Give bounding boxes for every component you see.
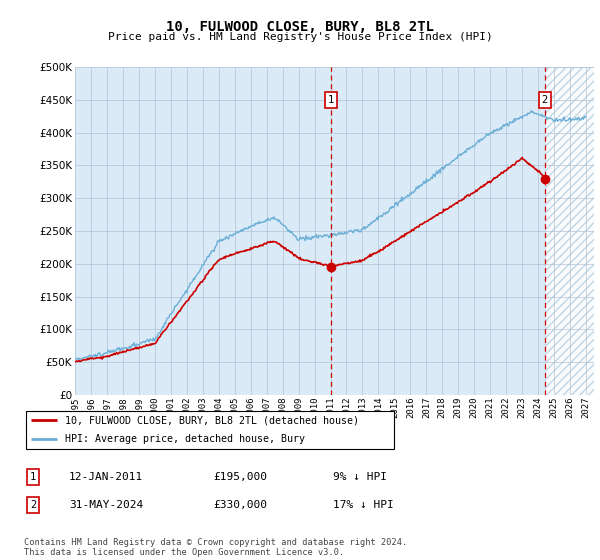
Text: 12-JAN-2011: 12-JAN-2011: [69, 472, 143, 482]
Text: 31-MAY-2024: 31-MAY-2024: [69, 500, 143, 510]
Text: £330,000: £330,000: [213, 500, 267, 510]
Text: £195,000: £195,000: [213, 472, 267, 482]
Text: 1: 1: [30, 472, 36, 482]
Text: 9% ↓ HPI: 9% ↓ HPI: [333, 472, 387, 482]
Text: 10, FULWOOD CLOSE, BURY, BL8 2TL (detached house): 10, FULWOOD CLOSE, BURY, BL8 2TL (detach…: [65, 415, 359, 425]
Text: 2: 2: [30, 500, 36, 510]
Text: 10, FULWOOD CLOSE, BURY, BL8 2TL: 10, FULWOOD CLOSE, BURY, BL8 2TL: [166, 20, 434, 34]
Text: Contains HM Land Registry data © Crown copyright and database right 2024.
This d: Contains HM Land Registry data © Crown c…: [24, 538, 407, 557]
Text: HPI: Average price, detached house, Bury: HPI: Average price, detached house, Bury: [65, 435, 305, 445]
Text: 1: 1: [328, 95, 334, 105]
Text: 17% ↓ HPI: 17% ↓ HPI: [333, 500, 394, 510]
Text: 2: 2: [542, 95, 548, 105]
Text: Price paid vs. HM Land Registry's House Price Index (HPI): Price paid vs. HM Land Registry's House …: [107, 32, 493, 43]
FancyBboxPatch shape: [26, 411, 394, 449]
